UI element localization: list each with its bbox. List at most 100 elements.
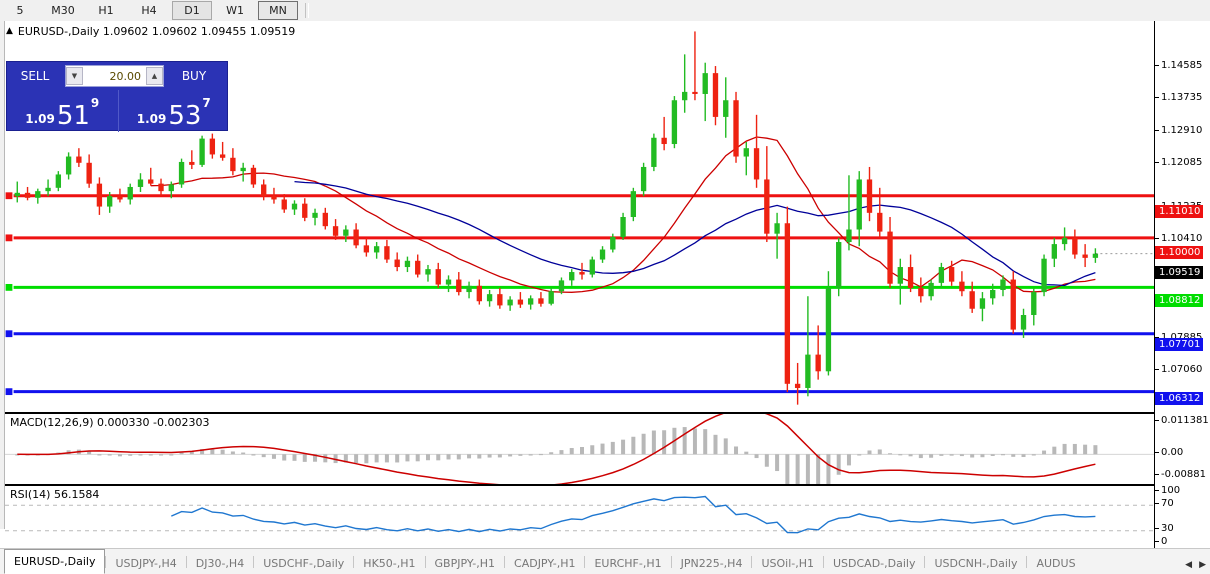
chart-tab[interactable]: USDCNH-,Daily	[934, 557, 1018, 570]
sell-price-big: 51	[56, 101, 90, 131]
tick-dash-icon	[1155, 336, 1159, 338]
tab-next-button[interactable]: ▶	[1199, 560, 1206, 570]
chart-tab[interactable]: DJ30-,H4	[195, 557, 245, 570]
price-level-label[interactable]: 1.11010	[1155, 205, 1204, 218]
sell-price-base: 1.09	[25, 112, 55, 126]
price-tick-value: 1.07060	[1161, 364, 1203, 375]
chart-tab[interactable]: EURUSD-,Daily	[4, 549, 106, 574]
chart-tab[interactable]: USDCHF-,Daily	[263, 557, 345, 570]
tab-divider	[584, 555, 586, 568]
rsi-tick-value: 100	[1161, 485, 1181, 496]
timeframe-d1[interactable]: D1	[172, 1, 212, 20]
chart-title-text: EURUSD-,Daily 1.09602 1.09602 1.09455 1.…	[17, 24, 296, 38]
chart-tab[interactable]: USOil-,H1	[761, 557, 814, 570]
trade-panel-quotes: 1.09 51 9 1.09 53 7	[7, 90, 229, 132]
buy-button[interactable]: BUY	[181, 69, 207, 83]
chart-tab[interactable]: JPN225-,H4	[680, 557, 743, 570]
timeframe-buttons: 5 M30 H1 H4 D1 W1 MN	[0, 1, 301, 20]
buy-price-fraction: 7	[202, 96, 211, 110]
rsi-tick: 100	[1155, 485, 1180, 496]
price-tick: 1.07060	[1155, 364, 1202, 375]
chart-tab[interactable]: EURCHF-,H1	[594, 557, 662, 570]
buy-price-big: 53	[168, 101, 202, 131]
rsi-tick: 30	[1155, 523, 1174, 534]
tick-dash-icon	[1155, 527, 1159, 529]
price-scale[interactable]: 1.145851.137351.129101.120851.112351.104…	[1155, 21, 1210, 547]
macd-tick-value: 0.00	[1161, 447, 1184, 458]
tab-prev-button[interactable]: ◀	[1185, 560, 1193, 570]
price-tick-value: 1.14585	[1161, 60, 1203, 71]
chart-tab-strip: EURUSD-,Daily USDJPY-,H4 DJ30-,H4 USDCHF-,D…	[0, 548, 1210, 574]
price-level-label[interactable]: 1.07701	[1155, 338, 1204, 351]
sell-price-fraction: 9	[90, 96, 100, 110]
price-tick: 1.14585	[1155, 60, 1202, 71]
tick-dash-icon	[1155, 473, 1159, 475]
collapse-caret-icon[interactable]: ▲	[6, 25, 13, 36]
rsi-pane[interactable]: RSI(14) 56.1584	[5, 485, 1155, 549]
sell-price-quote[interactable]: 1.09 51 9	[7, 90, 118, 132]
price-tick: 1.12085	[1155, 157, 1202, 168]
window-left-border	[0, 21, 5, 529]
chart-tab[interactable]: AUDUS	[1036, 557, 1076, 570]
tab-divider	[670, 555, 672, 568]
tab-divider	[823, 555, 824, 568]
tick-dash-icon	[1155, 368, 1159, 370]
chart-tab[interactable]: USDJPY-,H4	[115, 557, 177, 570]
price-level-label[interactable]: 1.09519	[1155, 266, 1204, 279]
tab-divider	[353, 555, 355, 568]
chart-tab[interactable]: USDCAD-,Daily	[833, 557, 916, 570]
rsi-tick-value: 0	[1161, 536, 1168, 547]
volume-decrement-button[interactable]: ▼	[66, 67, 83, 85]
macd-plot	[5, 414, 1154, 484]
macd-label: MACD(12,26,9) 0.000330 -0.002303	[10, 416, 210, 429]
price-tick: 1.12910	[1155, 125, 1202, 136]
chart-title-bar: ▲ EURUSD-,Daily 1.09602 1.09602 1.09455 …	[6, 24, 295, 38]
tick-dash-icon	[1155, 237, 1159, 239]
tick-dash-icon	[1155, 64, 1159, 66]
tick-dash-icon	[1155, 489, 1159, 491]
macd-tick-value: -0.00881	[1161, 469, 1206, 480]
trade-panel-header: SELL ▼ 20.00 ▲ BUY	[7, 62, 229, 90]
rsi-label: RSI(14) 56.1584	[10, 488, 100, 501]
candlestick-plot	[5, 31, 1154, 405]
chart-tab[interactable]: HK50-,H1	[363, 557, 416, 570]
price-level-label[interactable]: 1.06312	[1155, 392, 1204, 405]
macd-tick: 0.011381	[1155, 415, 1209, 426]
rsi-tick-value: 30	[1161, 523, 1174, 534]
tab-divider	[1026, 555, 1028, 568]
price-level-label[interactable]: 1.08812	[1155, 294, 1204, 307]
buy-price-quote[interactable]: 1.09 53 7	[117, 90, 230, 132]
price-tick: 1.07885	[1155, 332, 1202, 343]
timeframe-h4[interactable]: H4	[141, 4, 157, 17]
buy-price-base: 1.09	[136, 112, 167, 126]
rsi-plot	[5, 495, 1154, 534]
timeframe-w1[interactable]: W1	[226, 4, 244, 17]
one-click-trade-panel: SELL ▼ 20.00 ▲ BUY 1.09 51 9 1.09 53 7	[6, 61, 229, 132]
tab-divider	[105, 555, 107, 568]
price-tick-value: 1.13735	[1161, 92, 1203, 103]
price-level-label[interactable]: 1.10000	[1155, 246, 1204, 259]
sell-button[interactable]: SELL	[20, 69, 50, 83]
price-tick: 1.13735	[1155, 92, 1202, 103]
timeframe-h1[interactable]: H1	[98, 4, 114, 17]
timeframe-m30[interactable]: M30	[51, 4, 75, 17]
tab-divider	[504, 555, 506, 568]
volume-increment-button[interactable]: ▲	[146, 67, 163, 85]
toolbar-separator	[305, 3, 309, 18]
tab-divider	[424, 555, 426, 568]
price-tick-value: 1.12910	[1161, 125, 1203, 136]
volume-input[interactable]: 20.00	[109, 69, 142, 83]
rsi-tick-value: 70	[1161, 498, 1174, 509]
price-tick-value: 1.10410	[1161, 233, 1203, 244]
tab-divider	[751, 555, 753, 568]
tick-dash-icon	[1155, 161, 1159, 163]
chart-tab[interactable]: CADJPY-,H1	[514, 557, 576, 570]
timeframe-mn[interactable]: MN	[258, 1, 298, 20]
chart-tab[interactable]: GBPJPY-,H1	[434, 557, 496, 570]
macd-pane[interactable]: MACD(12,26,9) 0.000330 -0.002303	[5, 413, 1155, 485]
macd-tick: 0.00	[1155, 447, 1183, 458]
rsi-tick: 0	[1155, 536, 1167, 547]
timeframe-5[interactable]: 5	[16, 4, 24, 17]
tick-dash-icon	[1155, 96, 1159, 98]
